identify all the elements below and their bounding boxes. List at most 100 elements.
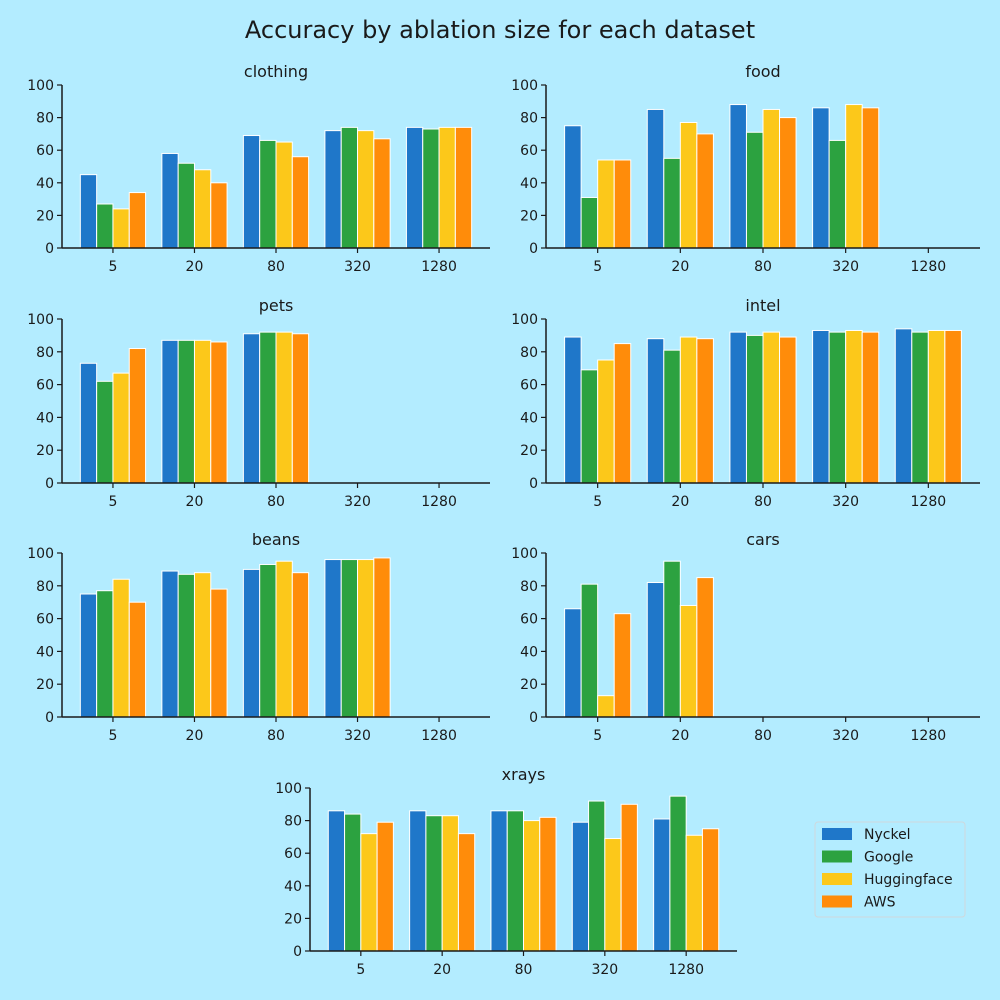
bar-pets-aws-20	[210, 341, 228, 484]
y-tick-label-food-100: 100	[511, 78, 538, 94]
y-tick-label-food-80: 80	[520, 111, 538, 127]
bar-clothing-google-80	[259, 139, 277, 249]
x-tick-label-xrays-20: 20	[433, 962, 451, 978]
bar-clothing-aws-1280	[454, 126, 473, 249]
bar-intel-google-1280	[911, 331, 929, 484]
bar-beans-nyckel-5	[79, 593, 98, 718]
bar-pets-google-20	[177, 339, 195, 484]
bar-clothing-nyckel-80	[242, 135, 261, 249]
bar-food-huggingface-320	[845, 104, 863, 249]
bar-xrays-aws-1280	[701, 828, 720, 952]
y-tick-label-pets-100: 100	[27, 312, 54, 328]
bar-beans-huggingface-320	[357, 559, 375, 718]
y-tick-label-pets-60: 60	[36, 378, 54, 394]
bar-clothing-google-1280	[422, 128, 440, 249]
x-tick-label-cars-320: 320	[832, 728, 859, 744]
bar-beans-aws-20	[210, 588, 228, 718]
panel-intel: intel 0 20 40 60 80 100 5 20 80 320 1280	[511, 296, 980, 510]
bar-clothing-aws-20	[210, 182, 228, 249]
bar-clothing-huggingface-20	[193, 169, 212, 249]
x-tick-label-beans-80: 80	[267, 728, 285, 744]
bar-cars-aws-5	[613, 613, 632, 718]
bar-intel-aws-1280	[944, 329, 962, 484]
bar-food-aws-20	[696, 133, 714, 249]
y-tick-label-intel-40: 40	[520, 410, 538, 426]
x-tick-label-beans-320: 320	[344, 728, 371, 744]
bar-beans-huggingface-20	[193, 572, 212, 718]
panel-title-cars: cars	[746, 530, 780, 549]
y-tick-label-cars-40: 40	[520, 644, 538, 660]
bar-clothing-nyckel-5	[79, 174, 98, 249]
legend-box	[814, 821, 966, 918]
bar-xrays-aws-20	[457, 833, 476, 952]
legend-swatch-huggingface	[822, 873, 852, 885]
bar-food-huggingface-80	[762, 108, 781, 249]
y-tick-label-xrays-0: 0	[293, 944, 302, 960]
bar-pets-huggingface-5	[112, 372, 130, 484]
bar-food-nyckel-5	[564, 125, 582, 249]
bar-food-google-320	[828, 139, 847, 249]
bar-intel-aws-320	[861, 331, 880, 484]
bar-intel-google-80	[745, 334, 764, 484]
bar-clothing-google-5	[96, 203, 114, 249]
bar-clothing-nyckel-20	[161, 152, 179, 249]
x-tick-label-clothing-320: 320	[344, 259, 371, 275]
y-tick-label-clothing-20: 20	[36, 208, 54, 224]
figure-title: Accuracy by ablation size for each datas…	[245, 16, 755, 44]
bar-clothing-huggingface-80	[275, 141, 293, 249]
y-tick-label-cars-20: 20	[520, 677, 538, 693]
x-tick-label-xrays-5: 5	[356, 962, 365, 978]
y-tick-label-food-0: 0	[529, 241, 538, 257]
x-tick-label-clothing-20: 20	[186, 259, 204, 275]
bar-beans-huggingface-80	[275, 560, 293, 718]
panels: clothing 0 20 40 60 80 100 5 20 80 320 1280 food 0 20 4…	[27, 62, 980, 978]
bar-clothing-aws-5	[128, 192, 147, 249]
bar-food-huggingface-20	[679, 121, 698, 249]
panel-title-clothing: clothing	[244, 62, 308, 81]
y-tick-label-pets-20: 20	[36, 443, 54, 459]
bar-intel-nyckel-80	[729, 331, 747, 484]
bar-xrays-aws-5	[376, 821, 394, 952]
y-tick-label-clothing-0: 0	[45, 241, 54, 257]
bar-food-aws-5	[613, 159, 632, 249]
bar-beans-google-5	[96, 590, 114, 718]
bar-intel-huggingface-320	[845, 329, 863, 484]
bar-clothing-huggingface-1280	[438, 126, 456, 249]
bar-intel-huggingface-1280	[927, 329, 946, 484]
bar-xrays-google-5	[344, 813, 362, 952]
bar-beans-google-80	[259, 563, 277, 718]
bar-intel-nyckel-5	[564, 336, 582, 484]
bar-cars-aws-20	[696, 577, 714, 718]
y-tick-label-xrays-60: 60	[284, 846, 302, 862]
bar-beans-nyckel-80	[242, 568, 261, 718]
y-tick-label-clothing-80: 80	[36, 111, 54, 127]
bar-intel-aws-80	[779, 336, 797, 484]
y-tick-label-beans-80: 80	[36, 579, 54, 595]
bar-clothing-google-20	[177, 162, 195, 249]
x-tick-label-xrays-320: 320	[591, 962, 618, 978]
bar-pets-nyckel-5	[79, 362, 98, 484]
bar-intel-aws-20	[696, 338, 714, 484]
bar-pets-nyckel-20	[161, 339, 179, 484]
x-tick-label-cars-1280: 1280	[911, 728, 947, 744]
y-tick-label-cars-80: 80	[520, 579, 538, 595]
x-tick-label-intel-320: 320	[832, 494, 859, 510]
bar-pets-aws-80	[291, 333, 310, 484]
bar-intel-huggingface-80	[762, 331, 781, 484]
x-tick-label-beans-1280: 1280	[421, 728, 457, 744]
y-tick-label-pets-80: 80	[36, 345, 54, 361]
y-tick-label-beans-100: 100	[27, 546, 54, 562]
x-tick-label-xrays-80: 80	[515, 962, 533, 978]
y-tick-label-pets-40: 40	[36, 410, 54, 426]
panel-title-beans: beans	[252, 530, 300, 549]
bar-xrays-huggingface-20	[441, 815, 459, 952]
panel-title-food: food	[745, 62, 780, 81]
legend-label-nyckel: Nyckel	[864, 827, 911, 843]
bar-beans-nyckel-320	[324, 559, 342, 718]
bar-xrays-google-1280	[669, 795, 687, 952]
x-tick-label-pets-320: 320	[344, 494, 371, 510]
x-tick-label-cars-5: 5	[593, 728, 602, 744]
legend-swatch-aws	[822, 895, 852, 908]
bar-xrays-google-80	[506, 810, 525, 952]
x-tick-label-pets-80: 80	[267, 494, 285, 510]
